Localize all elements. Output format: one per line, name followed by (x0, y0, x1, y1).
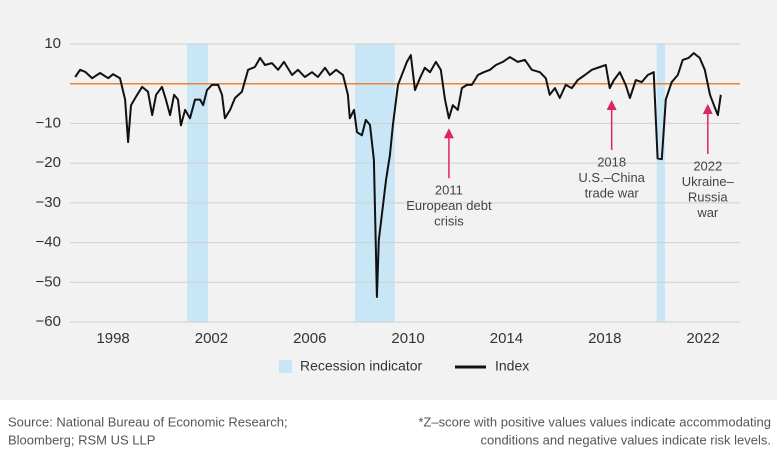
y-tick-label: −40 (36, 234, 61, 251)
annotation-text: Ukraine– (682, 174, 735, 189)
y-tick-label: −60 (36, 313, 61, 330)
annotation-arrowhead (443, 128, 454, 139)
annotation-text: trade war (585, 185, 640, 200)
recession-band (187, 44, 208, 322)
annotation-arrowhead (606, 99, 617, 110)
annotation-text: 2022 (693, 158, 722, 173)
footnote: *Z–score with positive values values ind… (418, 414, 771, 429)
annotation-text: crisis (434, 214, 464, 229)
annotation-text: Russia (688, 189, 729, 204)
y-tick-label: −50 (36, 273, 61, 290)
annotation-text: 2018 (597, 154, 626, 169)
x-tick-label: 2002 (195, 330, 228, 347)
legend-label: Recession indicator (300, 358, 423, 374)
x-tick-label: 2014 (490, 330, 523, 347)
annotation-text: war (696, 205, 719, 220)
annotation-arrowhead (702, 103, 713, 114)
source-note: Source: National Bureau of Economic Rese… (8, 414, 288, 429)
x-tick-label: 2006 (293, 330, 326, 347)
y-tick-label: −10 (36, 114, 61, 131)
footnote: conditions and negative values indicate … (480, 432, 771, 447)
source-note: Bloomberg; RSM US LLP (8, 432, 155, 447)
x-tick-label: 2022 (686, 330, 719, 347)
index-line (74, 52, 722, 298)
legend-swatch (279, 360, 292, 373)
y-tick-label: −30 (36, 194, 61, 211)
annotation-text: 2011 (435, 183, 463, 198)
x-tick-label: 1998 (96, 330, 129, 347)
x-tick-label: 2018 (588, 330, 621, 347)
y-tick-label: −20 (36, 154, 61, 171)
recession-band (656, 44, 666, 322)
y-tick-label: 10 (44, 35, 61, 52)
annotation-text: U.S.–China (578, 170, 645, 185)
x-tick-label: 2010 (391, 330, 424, 347)
legend-label: Index (495, 358, 529, 374)
annotation-text: European debt (406, 198, 492, 213)
